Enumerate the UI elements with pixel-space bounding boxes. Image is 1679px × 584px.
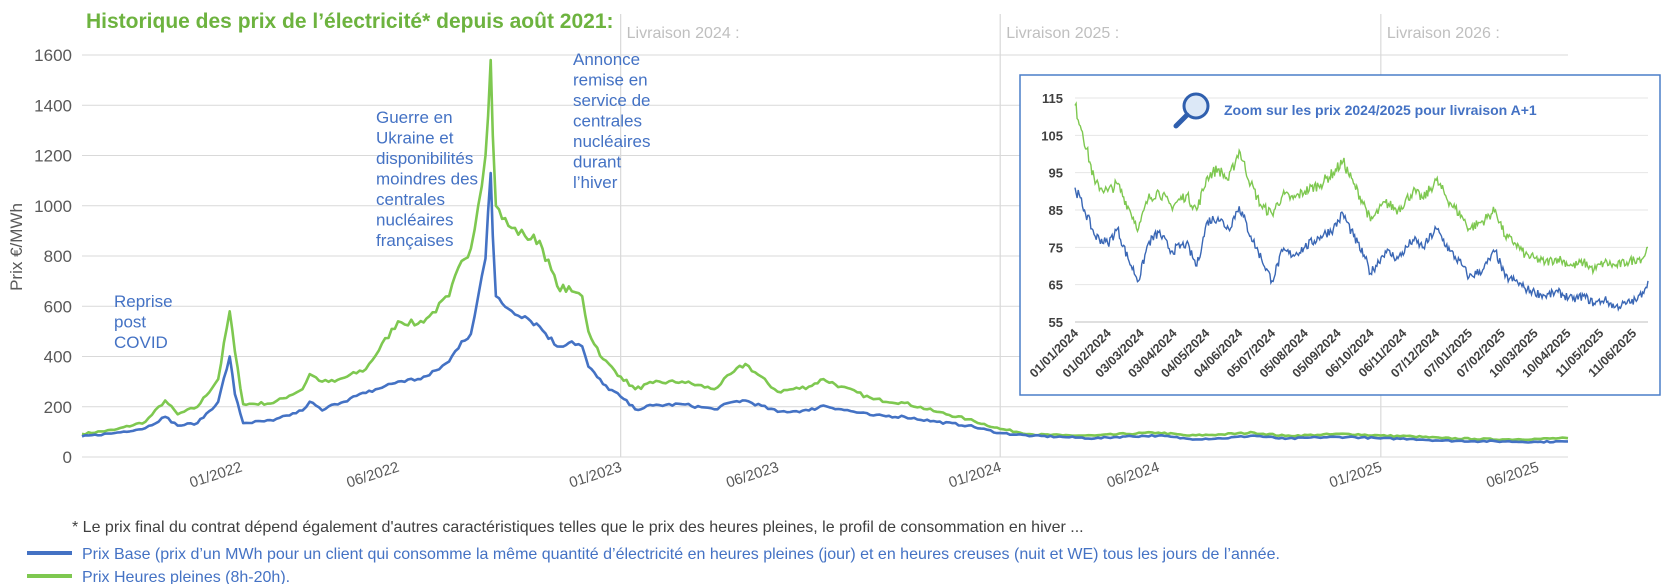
- inset-y-tick-label: 115: [1042, 91, 1063, 106]
- delivery-label: Livraison 2026 :: [1387, 25, 1500, 42]
- delivery-label: Livraison 2024 :: [627, 25, 740, 42]
- annotation-covid: Reprise post COVID: [114, 292, 173, 352]
- inset-y-tick-label: 75: [1049, 240, 1063, 255]
- main-x-ticks: 01/2022 06/2022 01/2023 06/2023 01/2024 06/20…: [188, 459, 1542, 492]
- inset-series-hp: [1074, 101, 1649, 276]
- inset-y-tick-label: 85: [1049, 203, 1063, 218]
- annotations: Reprise post COVID Guerre en Ukraine et dispo…: [114, 50, 651, 352]
- x-tick-label: 06/2024: [1105, 459, 1162, 492]
- x-tick-label: 06/2025: [1484, 459, 1541, 492]
- inset-title: Zoom sur les prix 2024/2025 pour livrais…: [1224, 102, 1537, 118]
- series-line-hp: [81, 58, 1569, 442]
- inset-y-tick-label: 55: [1049, 315, 1063, 330]
- series-line-base: [81, 171, 1568, 444]
- y-tick-label: 600: [44, 297, 72, 316]
- inset-y-tick-label: 95: [1049, 166, 1063, 181]
- inset-y-tick-label: 105: [1041, 128, 1063, 143]
- y-tick-label: 1000: [34, 197, 72, 216]
- y-tick-label: 1200: [34, 147, 72, 166]
- legend-label-base: Prix Base (prix d’un MWh pour un client …: [82, 546, 1280, 563]
- main-y-ticks: 0 200 400 600 800 1000 1200 1400 1600: [34, 46, 72, 467]
- footer: * Le prix final du contrat dépend égalem…: [27, 519, 1280, 584]
- main-series: [81, 58, 1569, 444]
- x-tick-label: 01/2025: [1327, 459, 1384, 492]
- annotation-restart: Annonce remise en service de centrales nuclé…: [573, 50, 651, 192]
- legend-label-hp: Prix Heures pleines (8h-20h).: [82, 569, 290, 584]
- inset-frame: [1019, 74, 1661, 396]
- y-tick-label: 400: [44, 348, 72, 367]
- y-tick-label: 1600: [34, 46, 72, 65]
- y-tick-label: 200: [44, 398, 72, 417]
- zoom-inset: 556575859510511501/01/202401/02/202403/0…: [1019, 74, 1661, 396]
- inset-series-base: [1074, 187, 1649, 312]
- magnifier-icon: [1173, 92, 1210, 129]
- x-tick-label: 06/2022: [345, 459, 402, 492]
- x-tick-label: 06/2023: [724, 459, 781, 492]
- chart-title: Historique des prix de l’électricité* de…: [86, 10, 614, 33]
- y-tick-label: 800: [44, 247, 72, 266]
- y-tick-label: 1400: [34, 96, 72, 115]
- delivery-label: Livraison 2025 :: [1006, 25, 1119, 42]
- x-tick-label: 01/2023: [567, 459, 624, 492]
- delivery-dividers: Livraison 2024 : Livraison 2025 : Livraiso…: [620, 14, 1500, 457]
- inset-y-tick-label: 65: [1049, 278, 1063, 293]
- y-axis-label: Prix €/MWh: [7, 203, 26, 291]
- annotation-war: Guerre en Ukraine et disponibilités moindre…: [376, 108, 478, 250]
- x-tick-label: 01/2022: [188, 459, 245, 492]
- footnote: * Le prix final du contrat dépend égalem…: [72, 519, 1084, 536]
- y-tick-label: 0: [63, 448, 72, 467]
- x-tick-label: 01/2024: [947, 459, 1004, 492]
